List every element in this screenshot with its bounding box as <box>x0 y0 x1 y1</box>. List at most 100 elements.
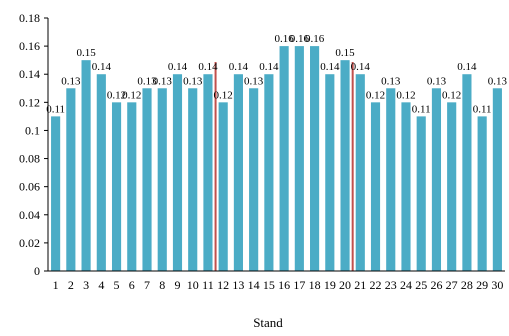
bar <box>386 88 396 272</box>
bar-data-label: 0.11 <box>412 103 431 115</box>
x-axis: 1 2 3 4 5 6 7 8 9 10 11 12 13 14 15 16 17 18 19 20 21 22 23 24 2… <box>48 270 505 292</box>
bar <box>233 74 243 271</box>
bar <box>340 60 350 271</box>
bar-data-label: 0.13 <box>61 75 81 87</box>
x-tick-label: 26 <box>430 278 442 292</box>
bar <box>355 74 365 271</box>
bar-data-label: 0.16 <box>290 33 310 45</box>
x-tick-label: 2 <box>68 278 74 292</box>
bar-data-label: 0.15 <box>335 47 355 59</box>
bar-data-label: 0.13 <box>183 75 203 87</box>
x-tick-label: 23 <box>385 278 397 292</box>
x-tick-label: 7 <box>144 278 150 292</box>
x-tick-label: 9 <box>174 278 180 292</box>
x-tick-label: 25 <box>415 278 427 292</box>
bar <box>310 46 320 271</box>
x-tick-label: 27 <box>446 278 458 292</box>
x-tick-label: 20 <box>339 278 351 292</box>
bar-data-label: 0.13 <box>244 75 264 87</box>
bar-data-label: 0.16 <box>305 33 325 45</box>
bar-data-label: 0.13 <box>153 75 173 87</box>
bar <box>294 46 304 271</box>
y-tick-label: 0.18 <box>19 11 40 25</box>
bar <box>96 74 106 271</box>
y-axis: 0 0.02 0.04 0.06 0.08 0.1 0.12 0.14 0.16 0.18 <box>19 11 49 278</box>
bar <box>51 116 61 271</box>
x-tick-label: 19 <box>324 278 336 292</box>
bar-data-label: 0.13 <box>488 75 508 87</box>
reference-lines <box>214 62 354 271</box>
x-tick-label: 15 <box>263 278 275 292</box>
bar <box>462 74 472 271</box>
y-tick-label: 0.08 <box>19 152 40 166</box>
x-tick-label: 17 <box>293 278 305 292</box>
bar <box>157 88 167 272</box>
bar <box>218 102 228 271</box>
x-tick-label: 1 <box>53 278 59 292</box>
bar-data-label: 0.14 <box>92 61 112 73</box>
x-tick-label: 4 <box>98 278 104 292</box>
x-tick-label: 22 <box>370 278 382 292</box>
x-tick-label: 29 <box>476 278 488 292</box>
bar-data-label: 0.11 <box>46 103 65 115</box>
x-tick-label: 24 <box>400 278 412 292</box>
bar-data-label: 0.14 <box>168 61 188 73</box>
x-tick-label: 13 <box>232 278 244 292</box>
bar <box>203 74 213 271</box>
bar-data-label: 0.14 <box>259 61 279 73</box>
bar <box>370 102 381 271</box>
bar <box>447 102 457 271</box>
x-tick-label: 8 <box>159 278 165 292</box>
bar <box>142 88 152 272</box>
x-tick-label: 10 <box>187 278 199 292</box>
y-tick-label: 0 <box>34 264 40 278</box>
bar <box>477 116 487 271</box>
bar-data-label: 0.16 <box>274 33 294 45</box>
x-tick-label: 3 <box>83 278 89 292</box>
bar-data-label: 0.14 <box>229 61 249 73</box>
bar <box>188 88 198 272</box>
bar-data-label: 0.15 <box>76 47 96 59</box>
bar <box>492 88 502 272</box>
bar-data-label: 0.12 <box>107 89 126 101</box>
x-tick-label: 30 <box>491 278 503 292</box>
bar-data-label: 0.13 <box>137 75 157 87</box>
y-tick-label: 0.02 <box>19 236 40 250</box>
x-tick-label: 16 <box>278 278 290 292</box>
x-axis-title: Stand <box>253 315 283 330</box>
x-tick-label: 12 <box>217 278 229 292</box>
bar-data-label: 0.13 <box>381 75 401 87</box>
bar-data-label: 0.11 <box>473 103 492 115</box>
x-tick-label: 28 <box>461 278 473 292</box>
bar-data-label: 0.12 <box>396 89 415 101</box>
y-tick-label: 0.14 <box>19 67 40 81</box>
y-tick-label: 0.16 <box>19 39 40 53</box>
x-tick-label: 18 <box>309 278 321 292</box>
bar-data-label: 0.13 <box>427 75 447 87</box>
bar <box>81 60 91 271</box>
bar <box>401 102 411 271</box>
bar <box>416 116 426 271</box>
bar-data-label: 0.14 <box>351 61 371 73</box>
bar-data-label: 0.12 <box>442 89 461 101</box>
bar <box>66 88 76 272</box>
x-tick-label: 14 <box>248 278 260 292</box>
x-tick-label: 6 <box>129 278 135 292</box>
data-labels: 0.110.130.150.140.120.120.130.130.140.13… <box>46 33 507 115</box>
bar-data-label: 0.14 <box>457 61 477 73</box>
bar <box>279 46 289 271</box>
bar <box>111 102 122 271</box>
y-tick-label: 0.1 <box>25 123 40 137</box>
y-tick-label: 0.12 <box>19 95 40 109</box>
x-tick-label: 21 <box>354 278 366 292</box>
y-tick-label: 0.06 <box>19 180 40 194</box>
bars <box>51 46 502 272</box>
bar <box>127 102 137 271</box>
x-tick-label: 5 <box>114 278 120 292</box>
bar-data-label: 0.12 <box>366 89 385 101</box>
bar-data-label: 0.12 <box>214 89 233 101</box>
bar <box>325 74 335 271</box>
x-tick-label: 11 <box>202 278 214 292</box>
